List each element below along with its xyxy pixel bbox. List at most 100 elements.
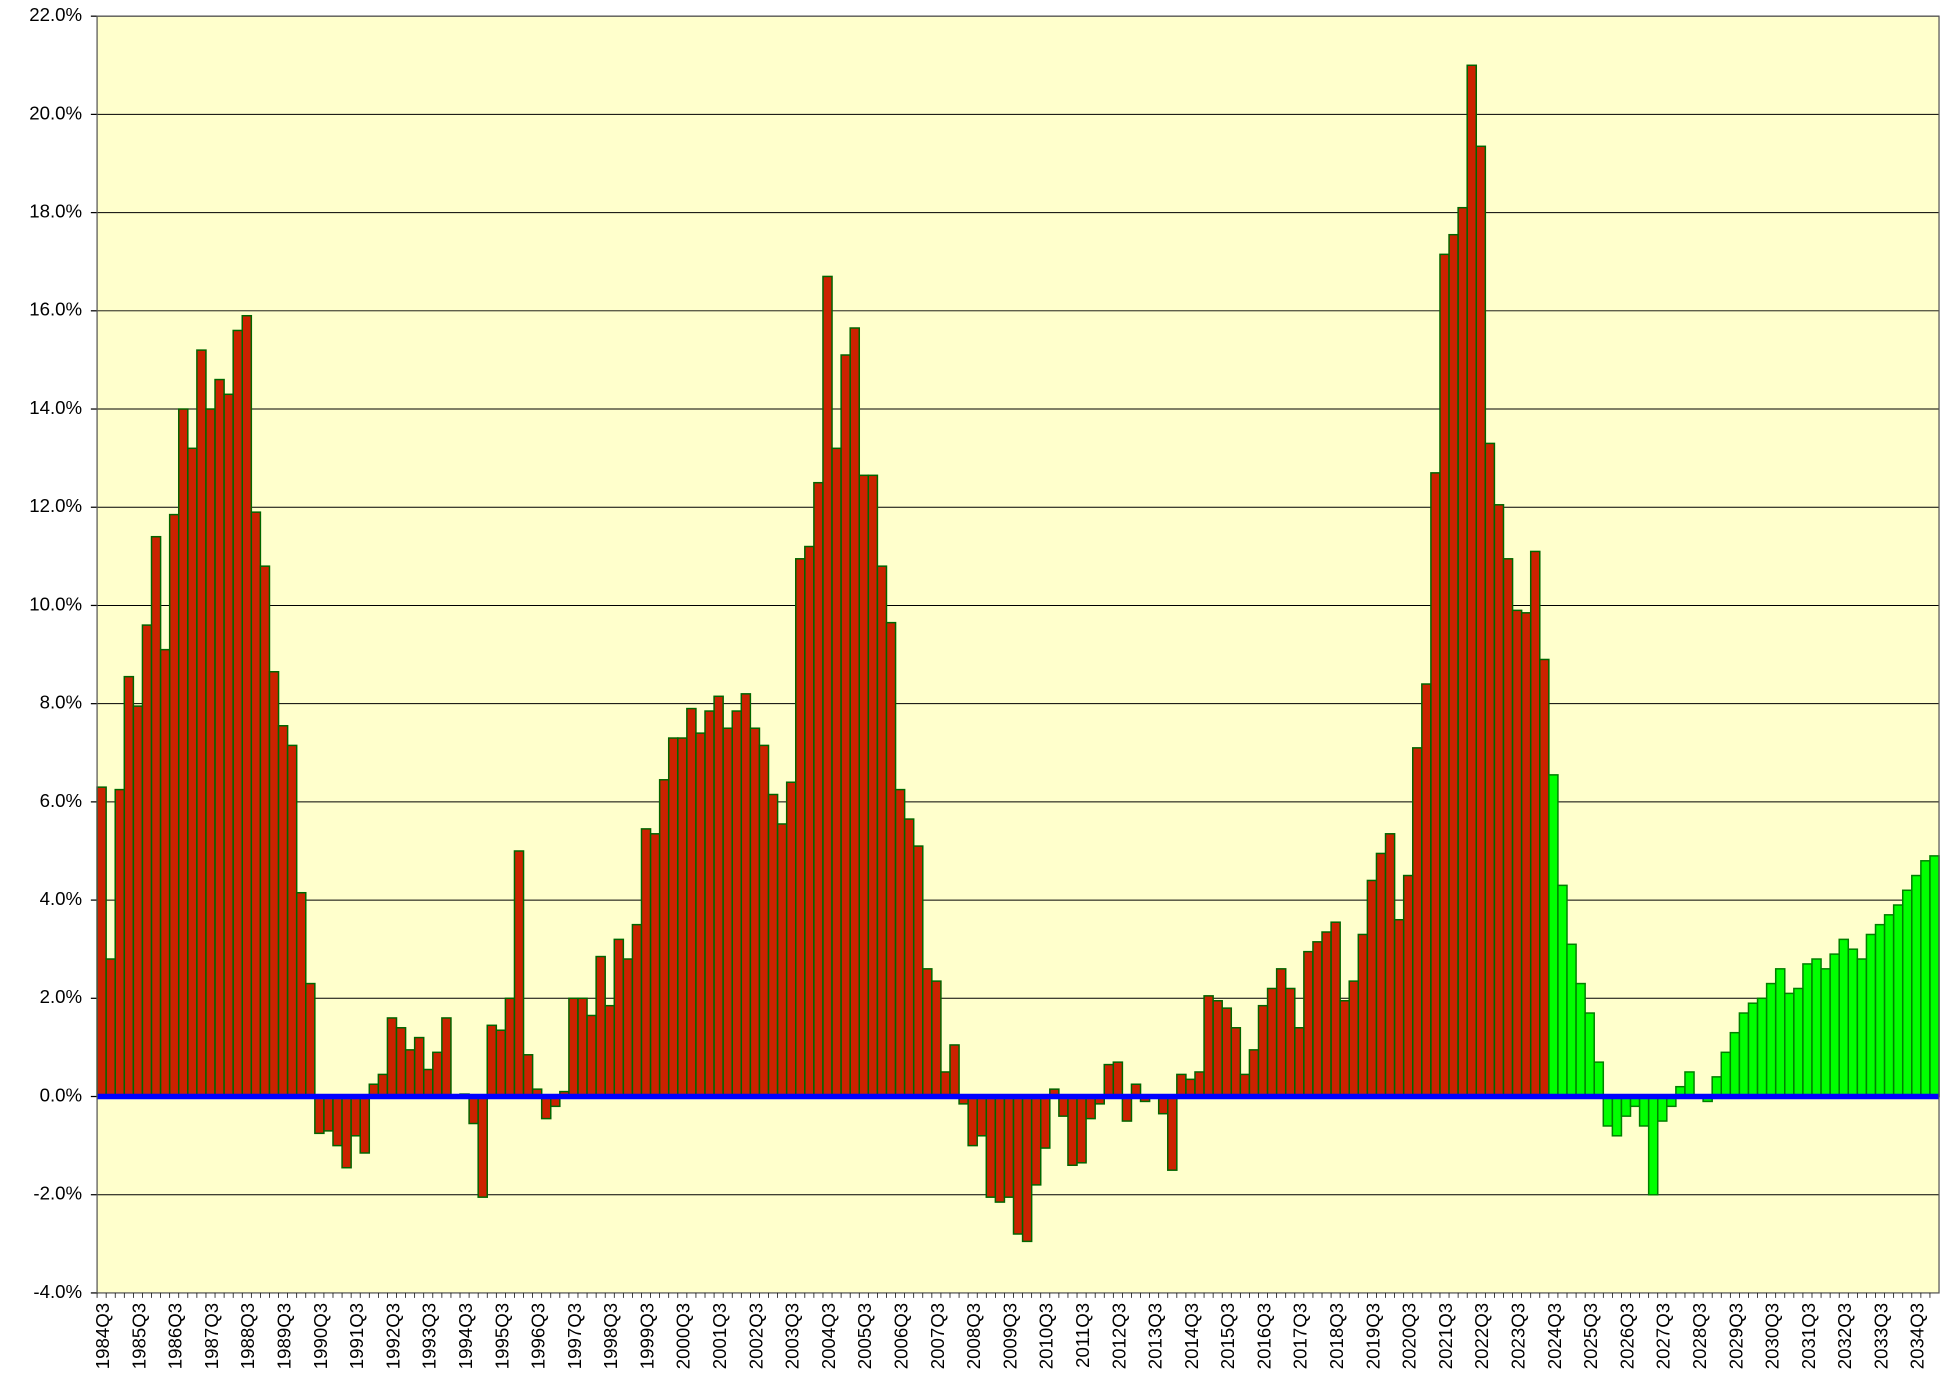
bar (241, 314, 253, 1098)
y-tick-label: 0.0% (40, 1084, 83, 1105)
bar (96, 786, 107, 1098)
bar (994, 1095, 1006, 1203)
bar (1575, 982, 1586, 1098)
bar (1294, 1027, 1305, 1098)
x-tick-label: 1998Q3 (600, 1303, 621, 1369)
bar (1393, 918, 1405, 1098)
x-tick-label: 2019Q3 (1362, 1303, 1383, 1369)
bar (295, 891, 307, 1098)
bar (1856, 958, 1868, 1098)
bar (649, 833, 661, 1098)
x-tick-label: 2021Q3 (1435, 1303, 1456, 1369)
bar (1711, 1076, 1723, 1098)
bar (1539, 658, 1550, 1098)
bar (1039, 1095, 1051, 1149)
bar (1248, 1049, 1260, 1098)
bar (1584, 1012, 1595, 1098)
bar (731, 710, 743, 1098)
x-tick-label: 1999Q3 (636, 1303, 657, 1369)
bar (395, 1027, 407, 1098)
x-tick-label: 2006Q3 (891, 1303, 912, 1369)
bar (794, 558, 806, 1098)
x-tick-label: 2007Q3 (927, 1303, 948, 1369)
bar (1012, 1095, 1024, 1235)
bar (967, 1095, 978, 1147)
bar (758, 744, 770, 1098)
x-tick-label: 2004Q3 (818, 1303, 839, 1369)
y-tick-label: 8.0% (40, 692, 83, 713)
bar (1838, 938, 1850, 1098)
bar (677, 737, 688, 1098)
bar (1829, 953, 1840, 1098)
y-tick-label: 16.0% (29, 299, 82, 320)
bar (840, 354, 851, 1098)
x-tick-label: 2018Q3 (1326, 1303, 1347, 1369)
y-tick-label: -4.0% (33, 1281, 82, 1302)
bar (894, 788, 906, 1098)
bar (1620, 1095, 1632, 1117)
bar (1030, 1095, 1042, 1186)
bar (259, 565, 271, 1098)
x-tick-label: 2031Q3 (1798, 1303, 1819, 1369)
bar (114, 788, 126, 1098)
bar (1647, 1095, 1659, 1196)
bar (686, 707, 697, 1098)
bar (168, 513, 180, 1098)
plot-border (96, 15, 1940, 1294)
bar (1375, 852, 1387, 1098)
bar (613, 938, 625, 1098)
bar (1484, 442, 1496, 1098)
bar (268, 670, 280, 1098)
bar (359, 1095, 371, 1154)
bar (912, 845, 924, 1098)
bar (432, 1051, 443, 1098)
bar (187, 447, 198, 1098)
bar (1076, 1095, 1087, 1164)
bar (704, 710, 715, 1098)
bar (1784, 992, 1795, 1098)
bar (1820, 968, 1831, 1098)
bar (495, 1029, 507, 1098)
bar (658, 779, 670, 1098)
x-tick-label: 2013Q3 (1145, 1303, 1166, 1369)
bar (1738, 1012, 1750, 1098)
bar (250, 511, 262, 1098)
bar (1874, 923, 1886, 1098)
x-tick-label: 2011Q3 (1072, 1303, 1093, 1368)
x-tick-label: 2025Q3 (1580, 1303, 1601, 1369)
x-tick-label: 1990Q3 (310, 1303, 331, 1369)
bar (105, 958, 116, 1098)
x-tick-label: 1989Q3 (273, 1303, 294, 1369)
bar (876, 565, 888, 1098)
x-tick-label: 1992Q3 (382, 1303, 403, 1369)
bar (1284, 987, 1296, 1098)
bar (1203, 995, 1214, 1098)
bar (767, 793, 779, 1098)
bar (486, 1024, 498, 1098)
x-tick-label: 2001Q3 (709, 1303, 730, 1369)
bar (1266, 987, 1278, 1098)
bar (205, 408, 216, 1098)
y-tick-label: 6.0% (40, 790, 83, 811)
bar (1720, 1051, 1732, 1098)
bar (1475, 145, 1487, 1098)
bar (477, 1095, 488, 1198)
bar (123, 675, 135, 1098)
x-tick-label: 2020Q3 (1399, 1303, 1420, 1369)
bar (804, 545, 815, 1098)
bar (323, 1095, 334, 1132)
x-tick-label: 2008Q3 (963, 1303, 984, 1369)
bar (1520, 612, 1532, 1098)
x-tick-label: 2029Q3 (1725, 1303, 1746, 1369)
bar (713, 695, 724, 1098)
bar (468, 1095, 479, 1125)
bar (504, 997, 516, 1098)
bar (1357, 933, 1369, 1098)
bar (513, 850, 525, 1098)
bar (1421, 683, 1432, 1098)
y-tick-label: 10.0% (29, 593, 82, 614)
bar (1021, 1095, 1033, 1243)
bar (1593, 1061, 1605, 1098)
bar (1602, 1095, 1614, 1127)
